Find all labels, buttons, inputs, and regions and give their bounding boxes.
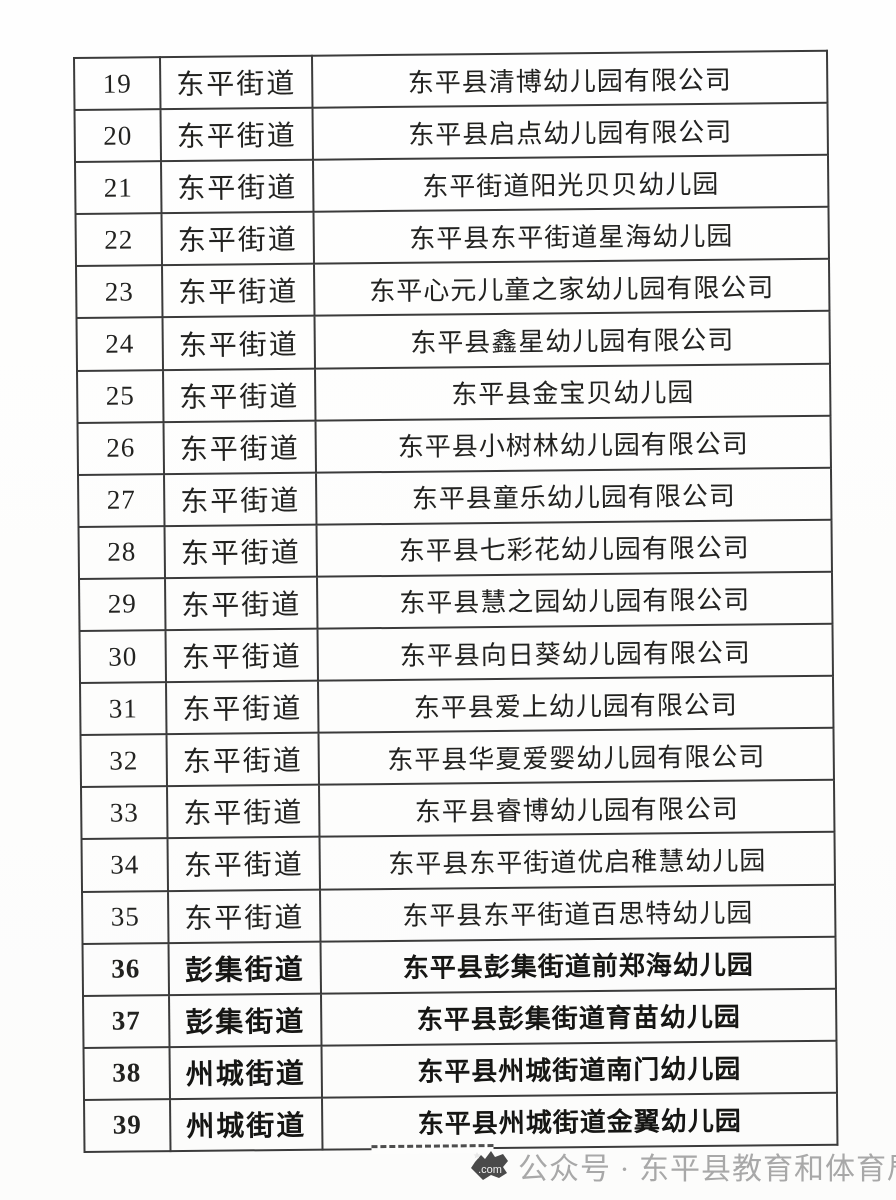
district-cell: 东平街道 bbox=[163, 420, 316, 474]
district-cell: 彭集街道 bbox=[169, 993, 322, 1047]
watermark-text: 公众号 · 东平县教育和体育局 bbox=[518, 1153, 896, 1186]
district-cell: 州城街道 bbox=[169, 1045, 322, 1099]
table-row: 19 东平街道 东平县清博幼儿园有限公司 bbox=[74, 50, 828, 111]
district-cell: 东平街道 bbox=[164, 472, 317, 526]
row-number-cell: 21 bbox=[75, 161, 162, 215]
district-cell: 东平街道 bbox=[160, 107, 313, 162]
row-number-cell: 36 bbox=[82, 942, 170, 996]
table-row: 21 东平街道 东平街道阳光贝贝幼儿园 bbox=[75, 154, 829, 215]
kindergarten-name-cell: 东平县金宝贝幼儿园 bbox=[314, 363, 831, 421]
kindergarten-table-body: 19 东平街道 东平县清博幼儿园有限公司 20 东平街道 东平县启点幼儿园有限公… bbox=[74, 50, 838, 1152]
kindergarten-name-cell: 东平县州城街道南门幼儿园 bbox=[321, 1040, 837, 1098]
table-row: 34 东平街道 东平县东平街道优启稚慧幼儿园 bbox=[81, 832, 835, 892]
table-row: 27 东平街道 东平县童乐幼儿园有限公司 bbox=[78, 467, 832, 527]
kindergarten-name-cell: 东平县东平街道百思特幼儿园 bbox=[319, 884, 836, 942]
table-row: 22 东平街道 东平县东平街道星海幼儿园 bbox=[75, 207, 829, 267]
kindergarten-name-cell: 东平县彭集街道育苗幼儿园 bbox=[320, 988, 837, 1046]
row-number-cell: 32 bbox=[80, 734, 168, 788]
district-cell: 东平街道 bbox=[162, 316, 315, 370]
district-cell: 州城街道 bbox=[170, 1097, 323, 1152]
kindergarten-name-cell: 东平县睿博幼儿园有限公司 bbox=[318, 780, 835, 838]
table-row: 33 东平街道 东平县睿博幼儿园有限公司 bbox=[81, 780, 835, 840]
district-cell: 彭集街道 bbox=[168, 941, 321, 995]
watermark-logo-icon: .com bbox=[471, 1151, 508, 1180]
district-cell: 东平街道 bbox=[161, 159, 314, 214]
row-number-cell: 22 bbox=[75, 213, 163, 267]
district-cell: 东平街道 bbox=[166, 680, 319, 735]
watermark-logo-label: .com bbox=[478, 1164, 502, 1176]
district-cell: 东平街道 bbox=[163, 368, 316, 422]
district-cell: 东平街道 bbox=[168, 889, 321, 943]
kindergarten-name-cell: 东平县鑫星幼儿园有限公司 bbox=[314, 311, 830, 369]
row-number-cell: 35 bbox=[82, 890, 169, 944]
kindergarten-name-cell: 东平心元儿童之家幼儿园有限公司 bbox=[313, 259, 830, 317]
row-number-cell: 34 bbox=[81, 838, 169, 892]
row-number-cell: 31 bbox=[80, 682, 167, 736]
row-number-cell: 25 bbox=[77, 369, 164, 423]
table-row: 20 东平街道 东平县启点幼儿园有限公司 bbox=[74, 102, 828, 163]
kindergarten-name-cell: 东平县清博幼儿园有限公司 bbox=[311, 50, 828, 108]
district-cell: 东平街道 bbox=[162, 264, 315, 318]
district-cell: 东平街道 bbox=[167, 784, 320, 839]
kindergarten-name-cell: 东平县彭集街道前郑海幼儿园 bbox=[320, 936, 836, 994]
table-row: 30 东平街道 东平县向日葵幼儿园有限公司 bbox=[79, 623, 833, 684]
kindergarten-name-cell: 东平县童乐幼儿园有限公司 bbox=[315, 467, 832, 525]
table-row: 36 彭集街道 东平县彭集街道前郑海幼儿园 bbox=[82, 936, 836, 996]
district-cell: 东平街道 bbox=[161, 211, 314, 266]
row-number-cell: 23 bbox=[76, 265, 163, 319]
row-number-cell: 27 bbox=[78, 473, 165, 527]
kindergarten-name-cell: 东平县向日葵幼儿园有限公司 bbox=[317, 623, 833, 681]
kindergarten-name-cell: 东平县启点幼儿园有限公司 bbox=[312, 102, 828, 160]
table-row: 32 东平街道 东平县华夏爱婴幼儿园有限公司 bbox=[80, 727, 834, 788]
row-number-cell: 38 bbox=[83, 1046, 171, 1100]
district-cell: 东平街道 bbox=[166, 732, 319, 787]
kindergarten-name-cell: 东平县州城街道金翼幼儿园 bbox=[321, 1092, 838, 1150]
table-row: 37 彭集街道 东平县彭集街道育苗幼儿园 bbox=[83, 988, 837, 1048]
kindergarten-name-cell: 东平县七彩花幼儿园有限公司 bbox=[316, 519, 832, 577]
table-row: 38 州城街道 东平县州城街道南门幼儿园 bbox=[83, 1040, 837, 1100]
kindergarten-roster-table: 19 东平街道 东平县清博幼儿园有限公司 20 东平街道 东平县启点幼儿园有限公… bbox=[73, 50, 838, 1155]
kindergarten-name-cell: 东平街道阳光贝贝幼儿园 bbox=[312, 154, 829, 212]
row-number-cell: 24 bbox=[76, 317, 164, 371]
row-number-cell: 26 bbox=[77, 421, 165, 475]
district-cell: 东平街道 bbox=[160, 55, 313, 110]
table-row: 26 东平街道 东平县小树林幼儿园有限公司 bbox=[77, 415, 831, 475]
row-number-cell: 29 bbox=[79, 578, 166, 631]
table-row: 29 东平街道 东平县慧之园幼儿园有限公司 bbox=[79, 571, 833, 631]
kindergarten-name-cell: 东平县小树林幼儿园有限公司 bbox=[315, 415, 831, 473]
table-row: 25 东平街道 东平县金宝贝幼儿园 bbox=[77, 363, 831, 423]
district-cell: 东平街道 bbox=[167, 837, 320, 891]
table-row: 28 东平街道 东平县七彩花幼儿园有限公司 bbox=[78, 519, 832, 579]
kindergarten-name-cell: 东平县爱上幼儿园有限公司 bbox=[317, 675, 834, 733]
row-number-cell: 30 bbox=[79, 630, 167, 684]
table-row: 24 东平街道 东平县鑫星幼儿园有限公司 bbox=[76, 311, 830, 371]
district-cell: 东平街道 bbox=[165, 628, 318, 683]
row-number-cell: 20 bbox=[74, 109, 162, 163]
table-row: 23 东平街道 东平心元儿童之家幼儿园有限公司 bbox=[76, 259, 830, 319]
table-row: 31 东平街道 东平县爱上幼儿园有限公司 bbox=[80, 675, 834, 736]
district-cell: 东平街道 bbox=[165, 576, 318, 631]
watermark: .com 公众号 · 东平县教育和体育局 bbox=[468, 1144, 896, 1188]
kindergarten-name-cell: 东平县华夏爱婴幼儿园有限公司 bbox=[318, 727, 834, 785]
row-number-cell: 28 bbox=[78, 525, 166, 579]
row-number-cell: 33 bbox=[81, 786, 168, 840]
kindergarten-name-cell: 东平县东平街道优启稚慧幼儿园 bbox=[319, 832, 835, 890]
row-number-cell: 39 bbox=[84, 1098, 171, 1152]
row-number-cell: 37 bbox=[83, 994, 170, 1048]
kindergarten-name-cell: 东平县慧之园幼儿园有限公司 bbox=[316, 571, 833, 629]
kindergarten-name-cell: 东平县东平街道星海幼儿园 bbox=[313, 207, 829, 265]
row-number-cell: 19 bbox=[74, 57, 161, 111]
table-row: 35 东平街道 东平县东平街道百思特幼儿园 bbox=[82, 884, 836, 944]
district-cell: 东平街道 bbox=[164, 524, 317, 579]
